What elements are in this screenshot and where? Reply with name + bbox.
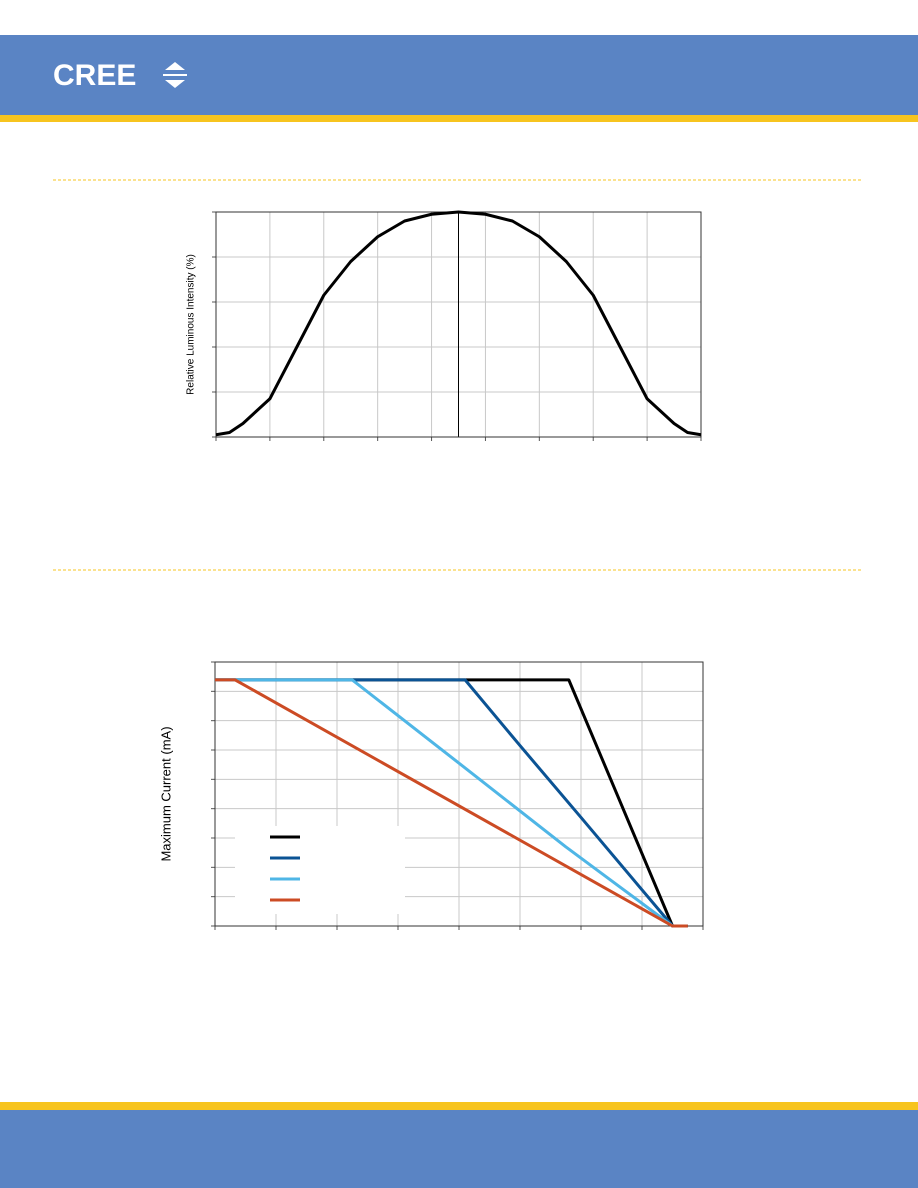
series-line xyxy=(215,210,702,437)
series-line xyxy=(215,678,688,928)
plot-frame xyxy=(214,661,704,927)
header-band xyxy=(0,35,918,115)
footer-stripe xyxy=(0,1102,918,1110)
y-axis-label: Relative Luminous Intensity (%) xyxy=(186,254,197,395)
series-line xyxy=(215,678,674,928)
header-stripe xyxy=(0,115,918,122)
legend-box xyxy=(235,826,405,914)
logo-mark xyxy=(163,62,187,88)
series-line xyxy=(215,678,674,927)
logo: CREE xyxy=(53,59,136,92)
y-axis-label: Maximum Current (mA) xyxy=(158,726,173,861)
footer-band xyxy=(0,1110,918,1188)
